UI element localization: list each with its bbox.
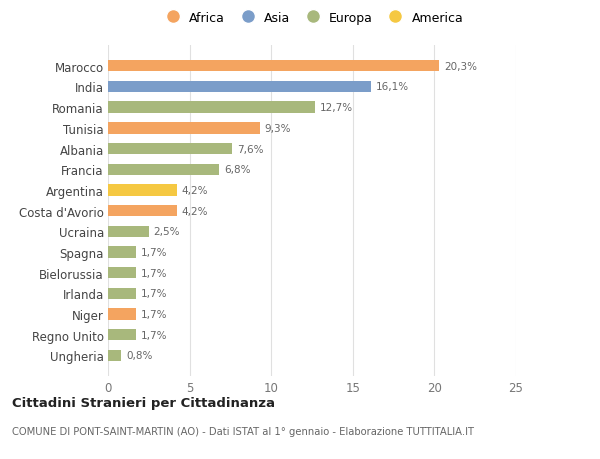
Text: 1,7%: 1,7% — [140, 289, 167, 299]
Text: 7,6%: 7,6% — [237, 144, 263, 154]
Bar — [108, 164, 219, 175]
Bar — [108, 247, 136, 258]
Bar — [108, 123, 260, 134]
Text: 6,8%: 6,8% — [224, 165, 250, 175]
Text: 1,7%: 1,7% — [140, 268, 167, 278]
Text: 2,5%: 2,5% — [154, 227, 180, 237]
Text: 1,7%: 1,7% — [140, 309, 167, 319]
Bar — [108, 226, 149, 237]
Text: 4,2%: 4,2% — [181, 206, 208, 216]
Text: COMUNE DI PONT-SAINT-MARTIN (AO) - Dati ISTAT al 1° gennaio - Elaborazione TUTTI: COMUNE DI PONT-SAINT-MARTIN (AO) - Dati … — [12, 426, 474, 436]
Text: 16,1%: 16,1% — [376, 82, 409, 92]
Text: 0,8%: 0,8% — [126, 351, 152, 361]
Bar — [108, 102, 315, 113]
Bar — [108, 350, 121, 361]
Text: Cittadini Stranieri per Cittadinanza: Cittadini Stranieri per Cittadinanza — [12, 396, 275, 409]
Text: 20,3%: 20,3% — [444, 62, 477, 72]
Bar — [108, 330, 136, 341]
Bar — [108, 288, 136, 299]
Bar — [108, 268, 136, 279]
Bar — [108, 144, 232, 155]
Bar — [108, 61, 439, 72]
Legend: Africa, Asia, Europa, America: Africa, Asia, Europa, America — [155, 7, 469, 30]
Text: 9,3%: 9,3% — [265, 123, 291, 134]
Bar — [108, 185, 176, 196]
Bar — [108, 309, 136, 320]
Bar — [108, 82, 371, 93]
Text: 1,7%: 1,7% — [140, 330, 167, 340]
Text: 1,7%: 1,7% — [140, 247, 167, 257]
Bar — [108, 206, 176, 217]
Text: 4,2%: 4,2% — [181, 185, 208, 196]
Text: 12,7%: 12,7% — [320, 103, 353, 113]
